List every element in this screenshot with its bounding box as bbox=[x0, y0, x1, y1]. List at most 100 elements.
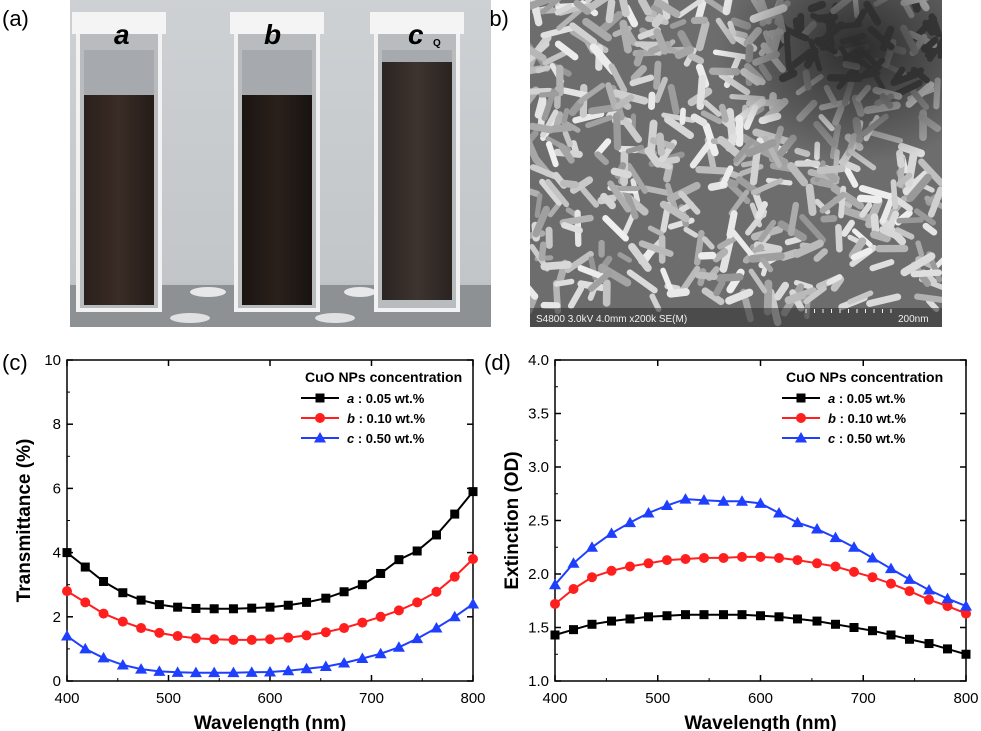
x-tick-label: 700 bbox=[851, 690, 876, 707]
legend-letter: c bbox=[347, 431, 355, 446]
plot-frame bbox=[554, 359, 967, 682]
data-point-b bbox=[680, 554, 691, 565]
data-point-c bbox=[754, 497, 767, 508]
data-point-a bbox=[228, 604, 238, 614]
data-point-c bbox=[245, 666, 258, 677]
data-point-b bbox=[431, 586, 442, 597]
x-tick-label: 500 bbox=[156, 690, 181, 707]
data-point-b bbox=[773, 552, 784, 563]
sem-image: S4800 3.0kV 4.0mm x200k SE(M) 200nm bbox=[530, 0, 942, 327]
legend-marker-a bbox=[315, 393, 325, 403]
data-point-c bbox=[467, 597, 479, 609]
data-point-a bbox=[774, 612, 784, 622]
legend-suffix: : 0.50 wt.% bbox=[835, 431, 906, 446]
data-point-a bbox=[321, 593, 331, 603]
data-point-b bbox=[449, 571, 460, 582]
y-tick-label: 1.5 bbox=[528, 620, 549, 637]
data-point-c bbox=[941, 592, 954, 604]
series-line-a bbox=[66, 490, 474, 610]
cuvette-photo: a b c Q bbox=[70, 0, 491, 327]
chart-d: 400 500 600 700 800 1.0 1.5 2.0 2.5 3.0 3.5 4.0 Wave… bbox=[502, 352, 979, 731]
data-point-a bbox=[886, 630, 896, 640]
data-point-a bbox=[191, 603, 201, 613]
y-tick-label: 3.5 bbox=[528, 406, 549, 423]
data-point-a bbox=[376, 568, 386, 578]
legend-suffix: : 0.05 wt.% bbox=[354, 391, 425, 406]
data-point-c bbox=[866, 551, 879, 563]
legend-label-c: c : 0.50 wt.% bbox=[347, 431, 425, 446]
y-tick-label: 8 bbox=[53, 416, 61, 433]
y-tick-label: 0 bbox=[53, 673, 61, 690]
panel-label-a: (a) bbox=[2, 6, 29, 31]
legend-marker-b bbox=[315, 413, 325, 423]
x-tick-label: 800 bbox=[460, 690, 485, 707]
data-point-b bbox=[885, 578, 896, 589]
data-point-a bbox=[924, 639, 934, 649]
y-axis-title: Transmittance (%) bbox=[14, 439, 35, 603]
data-point-c bbox=[282, 664, 295, 676]
legend-letter: c bbox=[828, 431, 836, 446]
data-point-a bbox=[99, 576, 109, 586]
data-point-b bbox=[98, 608, 109, 619]
data-point-b bbox=[209, 634, 220, 645]
panel-label-c: (c) bbox=[2, 350, 28, 375]
data-point-a bbox=[812, 616, 822, 626]
data-point-a bbox=[339, 587, 349, 597]
data-point-b bbox=[830, 561, 841, 572]
data-point-b bbox=[117, 616, 128, 627]
data-point-c bbox=[135, 663, 148, 674]
data-point-b bbox=[136, 623, 147, 634]
data-point-b bbox=[737, 551, 748, 562]
data-point-c bbox=[923, 584, 936, 595]
data-point-b bbox=[661, 555, 672, 566]
data-point-c bbox=[624, 516, 637, 528]
data-point-c bbox=[189, 666, 202, 678]
sem-scale-label: 200nm bbox=[898, 314, 929, 325]
data-point-a bbox=[699, 610, 709, 620]
data-point-b bbox=[586, 572, 597, 583]
data-point-a bbox=[118, 588, 128, 598]
data-point-c bbox=[642, 507, 655, 518]
x-tick-label: 500 bbox=[645, 690, 670, 707]
data-point-c bbox=[829, 531, 842, 543]
x-axis-title: Wavelength (nm) bbox=[194, 713, 346, 731]
data-point-a bbox=[943, 644, 953, 654]
data-point-b bbox=[283, 632, 294, 643]
y-tick-label: 3.0 bbox=[528, 459, 549, 476]
legend-title: CuO NPs concentration bbox=[786, 369, 943, 385]
data-point-a bbox=[625, 614, 635, 624]
legend-label-b: b : 0.10 wt.% bbox=[347, 411, 425, 426]
data-point-c bbox=[300, 662, 313, 674]
data-point-c bbox=[374, 647, 387, 659]
data-point-c bbox=[338, 657, 351, 668]
sem-scale-bar bbox=[805, 309, 892, 313]
data-point-a bbox=[961, 649, 971, 659]
data-point-c bbox=[208, 666, 221, 678]
data-point-b bbox=[568, 583, 579, 594]
x-tick-label: 400 bbox=[54, 690, 79, 707]
data-point-c bbox=[605, 527, 618, 538]
data-point-c bbox=[411, 632, 424, 644]
data-point-b bbox=[924, 594, 935, 605]
data-point-b bbox=[412, 597, 423, 608]
data-point-b bbox=[80, 597, 91, 608]
legend-suffix: : 0.05 wt.% bbox=[835, 391, 906, 406]
data-point-b bbox=[606, 565, 617, 576]
data-point-a bbox=[867, 626, 877, 636]
legend-label-a: a : 0.05 wt.% bbox=[828, 391, 906, 406]
data-point-c bbox=[430, 622, 443, 633]
data-point-a bbox=[831, 619, 841, 629]
plot-frame bbox=[66, 359, 474, 682]
data-point-a bbox=[662, 611, 672, 621]
legend-letter: a bbox=[347, 391, 354, 406]
data-point-a bbox=[283, 600, 293, 610]
vial-label-b: b bbox=[264, 19, 281, 50]
data-point-c bbox=[171, 666, 184, 677]
data-point-c bbox=[319, 660, 332, 672]
sem-footer-info: S4800 3.0kV 4.0mm x200k SE(M) bbox=[536, 314, 687, 325]
legend-marker-b bbox=[796, 413, 806, 423]
sem-texture: S4800 3.0kV 4.0mm x200k SE(M) 200nm bbox=[530, 0, 942, 327]
data-point-a bbox=[80, 562, 90, 572]
data-point-b bbox=[154, 627, 165, 638]
data-point-a bbox=[209, 604, 219, 614]
